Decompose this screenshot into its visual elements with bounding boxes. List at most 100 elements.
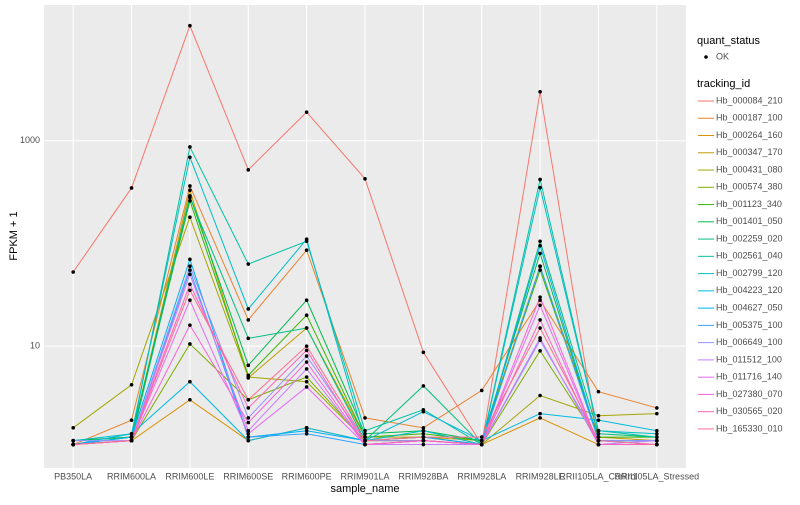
data-point <box>304 110 309 114</box>
data-point <box>538 416 542 420</box>
data-point <box>363 177 367 181</box>
data-point <box>363 438 367 443</box>
x-tick-label: RRIM928LA <box>457 471 506 481</box>
data-point <box>304 298 309 303</box>
data-point <box>304 248 309 252</box>
data-point <box>188 398 192 402</box>
y-axis-title: FPKM + 1 <box>8 211 20 260</box>
data-point <box>246 262 251 266</box>
x-axis-title: sample_name <box>330 483 399 495</box>
data-point <box>246 336 251 341</box>
legend-label: Hb_002799_120 <box>716 268 783 278</box>
data-point <box>538 251 542 256</box>
data-point <box>538 295 542 299</box>
data-point <box>479 388 484 393</box>
data-point <box>538 336 542 340</box>
data-point <box>596 431 601 436</box>
data-point <box>304 367 309 371</box>
data-point <box>538 303 542 308</box>
data-point <box>421 431 426 436</box>
data-point <box>363 435 367 439</box>
data-point <box>304 237 309 241</box>
data-point <box>188 195 192 200</box>
data-point <box>246 431 251 436</box>
legend-label: Hb_006649_100 <box>716 337 783 347</box>
data-point <box>304 431 309 436</box>
data-point <box>596 413 601 418</box>
legend-label: Hb_027380_070 <box>716 389 783 399</box>
data-point <box>71 426 75 430</box>
data-point <box>304 426 309 430</box>
data-point <box>655 435 659 439</box>
data-point <box>538 264 542 269</box>
data-point <box>188 298 192 303</box>
x-tick-label: RRIM600LA <box>107 471 156 481</box>
data-point <box>246 406 251 410</box>
data-point <box>246 373 251 378</box>
data-point <box>188 268 192 272</box>
legend-label: OK <box>716 51 729 61</box>
data-point <box>129 418 134 422</box>
data-point <box>246 363 251 368</box>
data-point <box>538 177 542 182</box>
data-point <box>479 438 484 443</box>
legend-label: Hb_004223_120 <box>716 285 783 295</box>
data-point <box>71 438 75 443</box>
data-point <box>304 375 309 379</box>
data-point <box>246 416 251 420</box>
data-point <box>363 428 367 433</box>
data-point <box>188 184 192 188</box>
data-point <box>596 435 601 439</box>
data-point <box>188 342 192 346</box>
data-point <box>421 428 426 433</box>
data-point <box>188 264 192 269</box>
legend-label: Hb_005375_100 <box>716 320 783 330</box>
data-point <box>188 188 192 192</box>
data-point <box>246 435 251 439</box>
x-tick-label: RRII105LA_Stressed <box>615 471 700 481</box>
legend-label: Hb_000574_380 <box>716 182 783 192</box>
data-point <box>421 426 426 430</box>
data-point <box>538 185 542 190</box>
data-point <box>246 428 251 433</box>
data-point <box>304 326 309 330</box>
data-point <box>596 438 601 443</box>
legend-label: Hb_165330_010 <box>716 423 783 433</box>
data-point <box>71 270 75 274</box>
data-point <box>246 307 251 311</box>
data-point <box>421 435 426 439</box>
legend-label: Hb_000084_210 <box>716 95 783 105</box>
x-tick-label: RRIM901LA <box>340 471 389 481</box>
legend-label: Hb_004627_050 <box>716 302 783 312</box>
data-point <box>363 442 367 447</box>
data-point <box>188 288 192 293</box>
legend-title: tracking_id <box>697 78 750 90</box>
data-point <box>304 385 309 389</box>
data-point <box>129 186 134 190</box>
data-point <box>188 282 192 287</box>
data-point <box>188 145 192 149</box>
data-point <box>363 416 367 420</box>
data-point <box>246 318 251 322</box>
data-point <box>421 384 426 388</box>
legend-label: Hb_000347_170 <box>716 147 783 157</box>
data-point <box>188 199 192 203</box>
data-point <box>538 243 542 248</box>
data-point <box>479 435 484 439</box>
data-point <box>421 438 426 443</box>
data-point <box>129 435 134 439</box>
data-point <box>188 379 192 384</box>
data-point <box>304 348 309 353</box>
legend-label: Hb_000264_160 <box>716 130 783 140</box>
data-point <box>304 344 309 348</box>
data-point <box>538 349 542 353</box>
data-point <box>596 442 601 447</box>
data-point <box>188 155 192 160</box>
data-point <box>655 438 659 443</box>
legend-label: Hb_011512_100 <box>716 354 782 364</box>
legend-label: Hb_002259_020 <box>716 233 783 243</box>
x-tick-label: RRIM600SE <box>223 471 273 481</box>
data-point <box>71 442 75 447</box>
data-point <box>655 431 659 436</box>
data-point <box>655 406 659 410</box>
